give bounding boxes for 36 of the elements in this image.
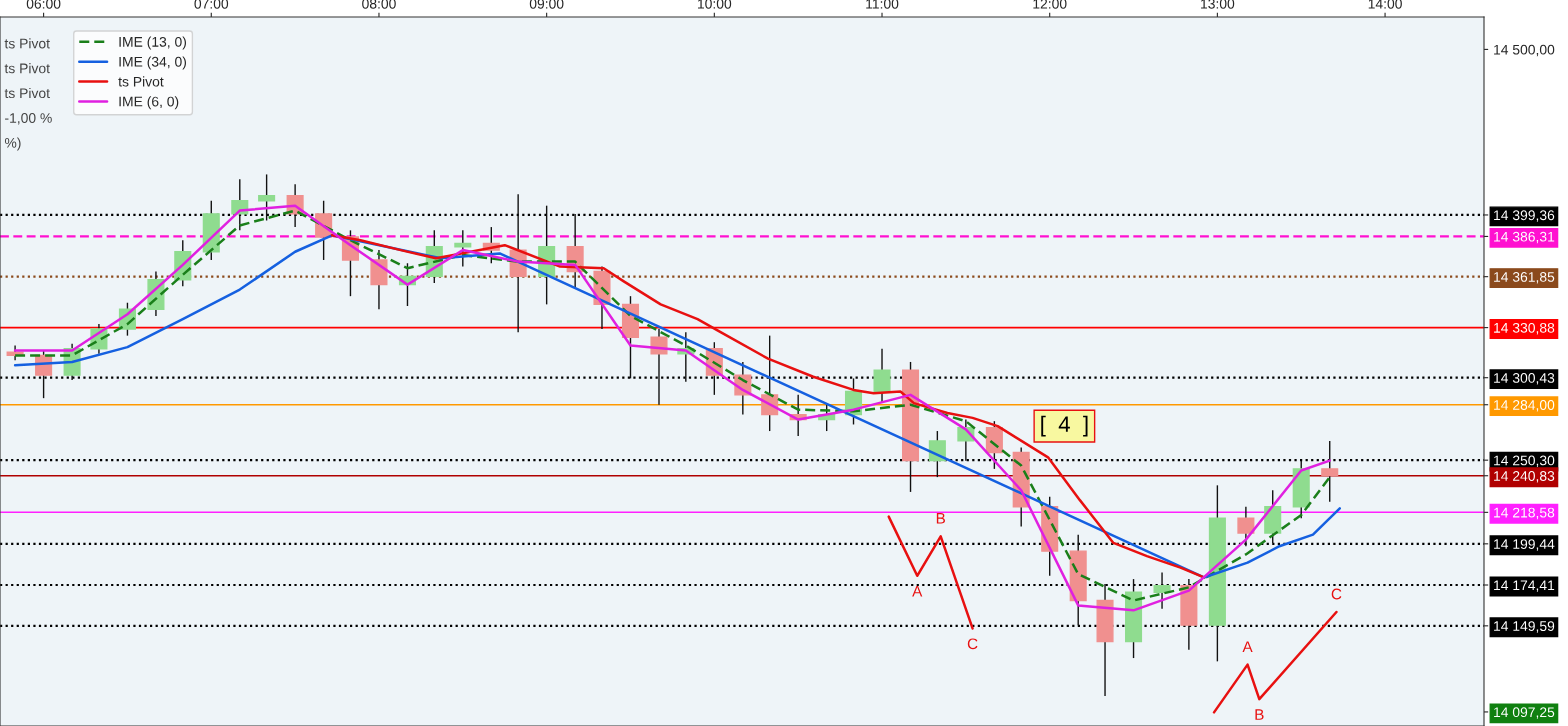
y-tick-label: 14 097,25	[1494, 707, 1555, 719]
candlestick	[258, 173, 276, 222]
y-tick-label: 14 149,59	[1494, 621, 1555, 633]
legend-label: ts Pivot	[118, 76, 164, 87]
candlestick	[873, 348, 891, 404]
y-tick-label: 14 174,41	[1494, 580, 1555, 592]
annotation: ts Pivot	[4, 38, 50, 49]
annotation: -1,00 %	[5, 113, 52, 125]
annotation: %)	[4, 137, 21, 151]
annotation: C	[1331, 588, 1342, 600]
y-tick-label: 14 218,58	[1494, 507, 1555, 520]
y-tick-label: 14 386,31	[1494, 231, 1555, 244]
annotation: [ 4 ]	[1041, 415, 1088, 437]
legend-label: IME (13, 0)	[119, 36, 186, 50]
y-tick-label: 14 300,43	[1494, 373, 1555, 385]
candlestick	[1321, 440, 1339, 503]
candlestick	[1153, 571, 1171, 610]
y-tick-label: 14 500,00	[1494, 44, 1555, 57]
annotation: A	[1242, 641, 1253, 652]
y-tick-label: 14 250,30	[1494, 455, 1555, 467]
legend-label: IME (34, 0)	[119, 56, 186, 70]
annotation: B	[1255, 709, 1264, 720]
annotation: B	[936, 513, 945, 524]
legend-label: IME (6, 0)	[119, 96, 179, 110]
candlestick	[1237, 506, 1255, 547]
annotation: ts Pivot	[4, 87, 50, 99]
y-tick-label: 14 330,88	[1494, 322, 1555, 335]
line-series	[887, 515, 974, 630]
y-tick-label: 14 240,83	[1494, 471, 1555, 483]
annotation: A	[912, 585, 923, 597]
y-tick-label: 14 199,44	[1494, 539, 1555, 551]
annotation: ts Pivot	[4, 63, 50, 74]
y-tick-label: 14 284,00	[1494, 400, 1555, 412]
y-tick-label: 14 361,85	[1494, 272, 1555, 284]
annotation: C	[967, 638, 978, 650]
y-tick-label: 14 399,36	[1494, 210, 1555, 222]
